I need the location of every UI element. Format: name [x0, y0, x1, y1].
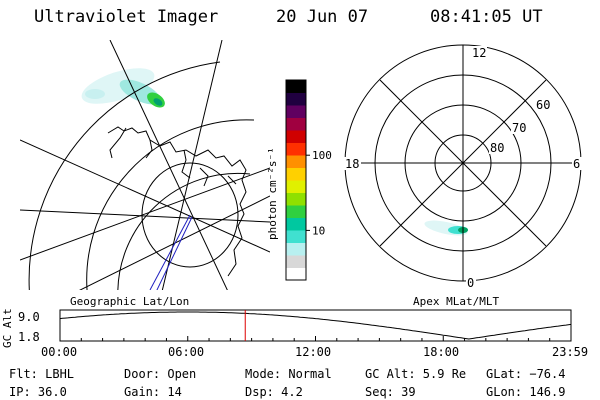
lat-label-60: 60	[536, 98, 550, 112]
alt-ytick-1-8: 1.8	[18, 330, 40, 344]
time-label: 08:41:05 UT	[430, 7, 543, 27]
colorbar-segment	[286, 155, 306, 168]
lat-label-70: 70	[512, 121, 526, 135]
colorbar-segment	[286, 242, 306, 256]
colorbar-segment	[286, 117, 306, 131]
status-glat: GLat: −76.4	[486, 367, 566, 381]
alt-xtick-2359: 23:59	[552, 345, 589, 359]
colorbar-segment	[286, 167, 306, 181]
alt-xtick-1800: 18:00	[423, 345, 460, 359]
date-label: 20 Jun 07	[276, 7, 369, 27]
geographic-map	[20, 40, 270, 290]
apex-map-label: Apex MLat/MLT	[413, 295, 500, 308]
status-gain: Gain: 14	[124, 385, 182, 399]
colorbar-segment	[286, 180, 306, 193]
status-mode: Mode: Normal	[245, 367, 332, 381]
mlt-label-top: 12	[472, 46, 486, 60]
status-seq: Seq: 39	[365, 385, 416, 399]
geographic-map-label: Geographic Lat/Lon	[70, 295, 190, 308]
colorbar-segment	[286, 130, 306, 143]
colorbar-segment	[286, 80, 306, 93]
status-glon: GLon: 146.9	[486, 385, 566, 399]
status-filter: Flt: LBHL	[9, 367, 75, 381]
alt-xtick-1200: 12:00	[295, 345, 332, 359]
altitude-curve	[59, 311, 572, 340]
status-gc-alt: GC Alt: 5.9 Re	[365, 367, 467, 381]
mlt-label-left: 18	[345, 157, 359, 171]
alt-xtick-0600: 06:00	[168, 345, 205, 359]
alt-ytick-9: 9.0	[18, 310, 40, 324]
colorbar-frame	[285, 79, 307, 281]
status-door: Door: Open	[124, 367, 197, 381]
alt-ylabel: GC Alt	[1, 308, 14, 348]
colorbar-unit-label: photon cm⁻²s⁻¹	[266, 147, 279, 240]
aurora-emission-geo	[81, 68, 165, 108]
colorbar-tick-label: 100	[312, 149, 332, 162]
colorbar-segment	[286, 142, 306, 156]
colorbar-segment	[286, 255, 306, 268]
colorbar-segment	[286, 105, 306, 118]
mlt-label-bottom: 0	[467, 276, 474, 290]
lat-label-80: 80	[490, 141, 504, 155]
colorbar-segment	[286, 205, 306, 218]
status-ip: IP: 36.0	[9, 385, 67, 399]
alt-xtick-0000: 00:00	[41, 345, 78, 359]
colorbar-segment	[286, 267, 306, 281]
colorbar-segment	[286, 92, 306, 106]
colorbar-segment	[286, 192, 306, 206]
altitude-plot: 9.0 1.8 GC Alt	[1, 308, 572, 348]
colorbar-segment	[286, 217, 306, 231]
mlt-label-right: 6	[573, 157, 580, 171]
colorbar: 100 10	[285, 79, 332, 281]
apex-polar-map	[344, 44, 582, 282]
instrument-title: Ultraviolet Imager	[34, 7, 219, 27]
colorbar-segment	[286, 230, 306, 243]
status-dsp: Dsp: 4.2	[245, 385, 303, 399]
colorbar-tick-label: 10	[312, 224, 325, 237]
